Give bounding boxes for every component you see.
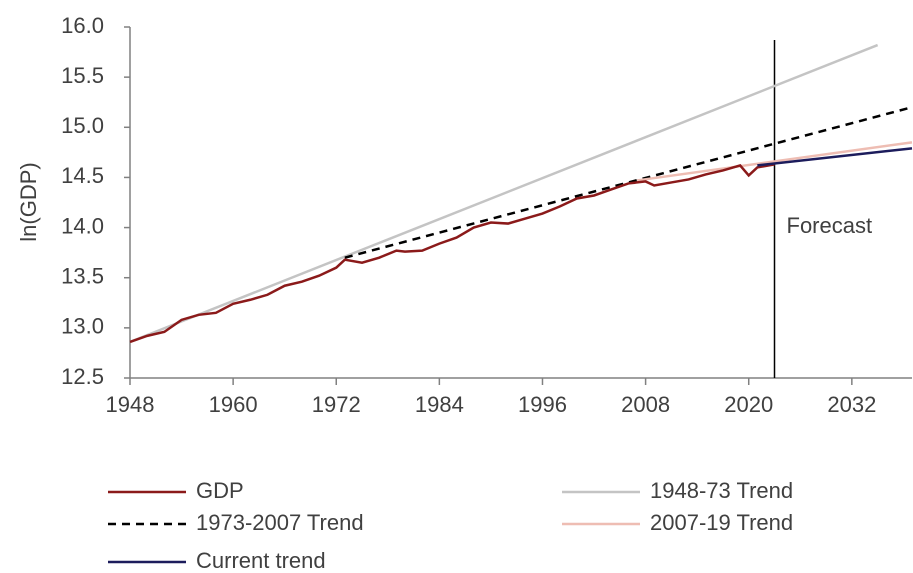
y-tick-label: 15.5 — [61, 63, 104, 88]
x-tick-label: 2020 — [724, 392, 773, 417]
x-tick-label: 1948 — [106, 392, 155, 417]
x-tick-label: 2008 — [621, 392, 670, 417]
x-tick-label: 1972 — [312, 392, 361, 417]
x-tick-label: 1996 — [518, 392, 567, 417]
series-line — [129, 163, 775, 344]
y-tick-label: 16.0 — [61, 13, 104, 38]
legend-label: Current trend — [196, 548, 326, 573]
legend-label: 1973-2007 Trend — [196, 510, 364, 535]
y-tick-label: 14.0 — [61, 213, 104, 238]
x-tick-label: 2032 — [827, 392, 876, 417]
series-line — [757, 147, 913, 167]
legend-label: GDP — [196, 478, 244, 503]
y-tick-label: 15.0 — [61, 113, 104, 138]
y-tick-label: 13.0 — [61, 314, 104, 339]
legend-label: 2007-19 Trend — [650, 510, 793, 535]
x-tick-label: 1984 — [415, 392, 464, 417]
y-tick-label: 14.5 — [61, 163, 104, 188]
x-tick-label: 1960 — [209, 392, 258, 417]
y-tick-label: 12.5 — [61, 364, 104, 389]
series-line — [129, 43, 879, 344]
legend-label: 1948-73 Trend — [650, 478, 793, 503]
y-axis-label: ln(GDP) — [16, 162, 41, 241]
series-line — [636, 141, 913, 182]
y-tick-label: 13.5 — [61, 264, 104, 289]
annotation: Forecast — [787, 213, 873, 238]
